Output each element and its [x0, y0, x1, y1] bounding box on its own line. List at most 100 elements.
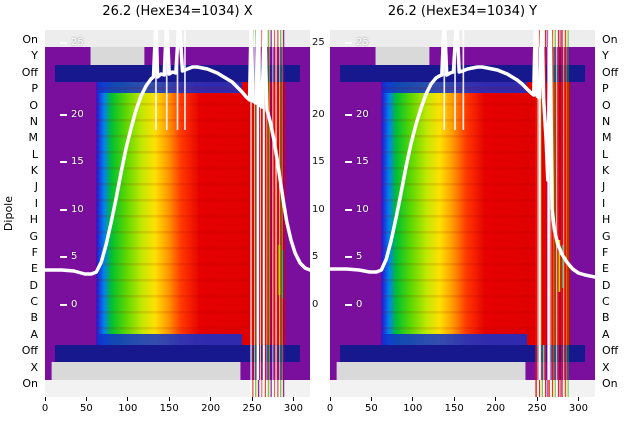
- row-stripe: [381, 311, 571, 314]
- row-label-e: E: [31, 262, 38, 276]
- x-tick-mark: [210, 397, 212, 401]
- row-label-m: M: [28, 131, 39, 145]
- white-spike: [176, 30, 179, 130]
- x-tick-mark: [168, 397, 170, 401]
- row-label-i: I: [34, 196, 38, 210]
- row-stripe: [381, 279, 571, 282]
- row-stripe: [381, 183, 571, 186]
- row-label-a: A: [602, 327, 610, 341]
- row-label-b: B: [30, 311, 38, 325]
- row-stripe: [381, 295, 571, 298]
- x-tick-label: 50: [365, 403, 378, 414]
- noise-stripe: [266, 30, 268, 397]
- x-tick-mark: [85, 397, 87, 401]
- noise-stripe: [259, 30, 261, 397]
- dropout-bar: [256, 47, 260, 380]
- x-tick-label: 300: [283, 403, 303, 414]
- heatmap-band: [375, 47, 430, 65]
- noise-stripe: [275, 30, 277, 397]
- row-label-g: G: [29, 229, 38, 243]
- right-axis-value: 5: [312, 251, 319, 262]
- row-stripe: [96, 327, 286, 330]
- heatmap-band: [45, 380, 310, 397]
- blue-edge-band: [383, 334, 528, 345]
- row-label-off: Off: [602, 65, 619, 79]
- row-stripe: [96, 103, 286, 106]
- noise-stripe: [561, 30, 563, 397]
- dropout-bar: [262, 47, 265, 380]
- noise-stripe: [272, 30, 274, 397]
- noise-stripe: [564, 30, 566, 397]
- row-stripe: [381, 231, 571, 234]
- row-label-x: X: [602, 360, 610, 374]
- marker-line: [281, 250, 284, 298]
- row-stripe: [381, 151, 571, 154]
- row-stripe: [381, 327, 571, 330]
- noise-stripe: [252, 30, 254, 397]
- row-stripe: [96, 295, 286, 298]
- row-label-d: D: [29, 278, 38, 292]
- rainbow-gradient: [96, 82, 286, 345]
- row-labels-left: On Y Off P O N M L K J I H G F E D C B A Off X On: [0, 30, 42, 397]
- row-label-off: Off: [602, 344, 619, 358]
- dropout-bar: [538, 47, 541, 380]
- marker-line: [278, 245, 281, 295]
- panel-title-y: 26.2 (HexE34=1034) Y: [387, 4, 538, 19]
- row-stripe: [381, 199, 571, 202]
- noise-stripe: [254, 30, 255, 397]
- row-label-l: L: [31, 147, 38, 161]
- row-label-f: F: [602, 245, 609, 259]
- x-tick-label: 50: [80, 403, 93, 414]
- x-axis-y: 0 50 100 150 200 250 300: [327, 30, 595, 414]
- row-label-g: G: [602, 229, 611, 243]
- row-stripe: [381, 119, 571, 122]
- row-label-c: C: [602, 295, 610, 309]
- profile-curve: [330, 30, 595, 277]
- noise-stripe: [267, 30, 269, 397]
- white-spike: [462, 30, 465, 130]
- right-axis-value: 15: [312, 156, 325, 167]
- noise-stripe: [255, 30, 257, 397]
- right-axis-labels: 25 20 15 10 5 0: [312, 30, 330, 397]
- x-tick-label: 250: [527, 403, 547, 414]
- blue-edge-band: [98, 334, 243, 345]
- white-spike: [443, 30, 446, 130]
- noise-stripe: [270, 30, 272, 397]
- row-stripe: [381, 247, 571, 250]
- x-tick-label: 100: [118, 403, 138, 414]
- noise-stripe: [540, 30, 542, 397]
- marker-line: [561, 245, 564, 288]
- row-stripe: [96, 87, 286, 90]
- x-tick-mark: [536, 397, 538, 401]
- row-label-off: Off: [21, 65, 38, 79]
- x-tick-label: 200: [486, 403, 506, 414]
- noise-stripe: [269, 30, 270, 397]
- marker-line: [558, 240, 561, 292]
- row-label-on: On: [22, 33, 38, 46]
- row-stripe: [96, 183, 286, 186]
- row-stripe: [381, 167, 571, 170]
- row-stripe: [96, 263, 286, 266]
- row-label-d: D: [602, 278, 611, 292]
- row-stripe: [381, 135, 571, 138]
- white-spike: [454, 30, 456, 130]
- row-stripe: [96, 279, 286, 282]
- heatmap-band: [339, 345, 586, 362]
- row-label-i: I: [602, 196, 606, 210]
- row-label-n: N: [29, 114, 38, 128]
- row-labels-right: On Y Off P O N M L K J I H G F E D C B A Off X On: [602, 30, 640, 397]
- x-tick-mark: [577, 397, 579, 401]
- x-tick-mark: [127, 397, 129, 401]
- heatmap-band: [90, 47, 145, 65]
- heatmap-band: [51, 362, 241, 380]
- noise-stripe: [537, 30, 539, 397]
- right-axis-value: 10: [312, 204, 325, 215]
- x-tick-label: 300: [568, 403, 588, 414]
- white-spike: [155, 30, 157, 130]
- row-stripe: [381, 263, 571, 266]
- x-tick-mark: [329, 397, 331, 401]
- noise-stripe: [264, 30, 266, 397]
- row-label-k: K: [30, 164, 38, 178]
- profile-curve: [45, 30, 310, 274]
- noise-stripe: [281, 30, 283, 397]
